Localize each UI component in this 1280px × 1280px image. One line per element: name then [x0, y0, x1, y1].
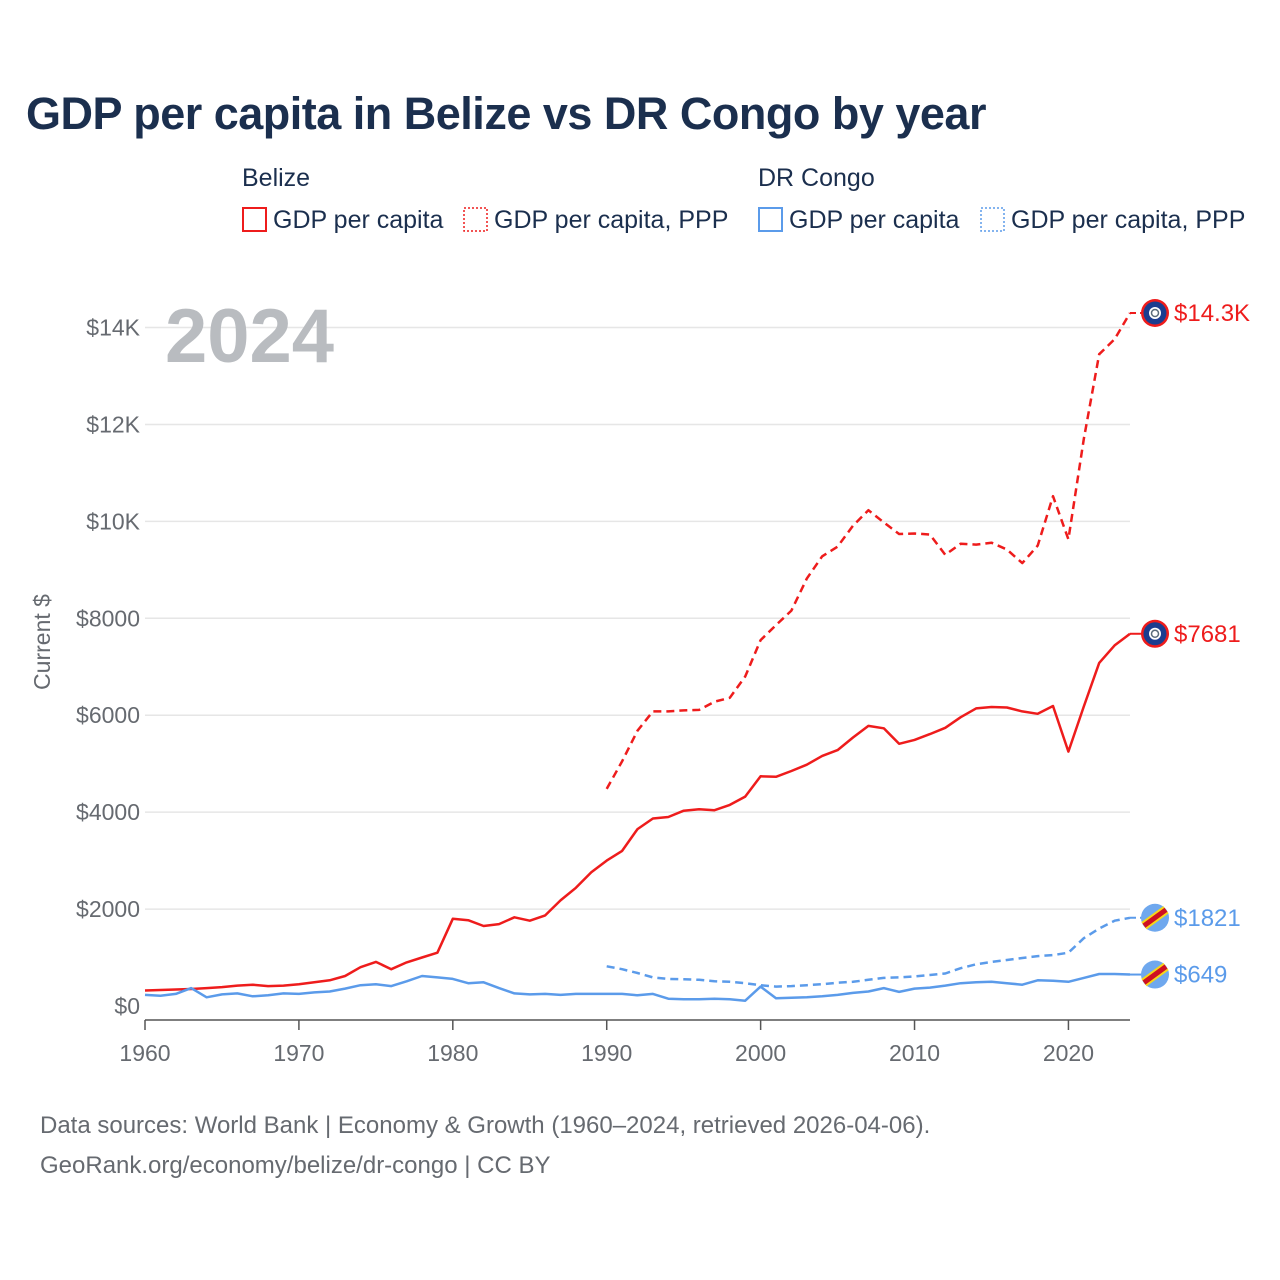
y-tick-label: $2000 [76, 896, 140, 922]
belize-flag-icon [1141, 619, 1169, 648]
gridlines [145, 326, 1130, 910]
x-tick-label: 1980 [427, 1040, 478, 1066]
flag-stripe-red [1142, 907, 1168, 928]
y-tick-label: $14K [86, 315, 140, 341]
flag-emblem-ring [1150, 629, 1160, 639]
source-note: Data sources: World Bank | Economy & Gro… [40, 1106, 930, 1186]
legend-group-belize: Belize [242, 164, 310, 192]
legend-swatch-solid [758, 207, 783, 232]
source-line-1: Data sources: World Bank | Economy & Gro… [40, 1112, 931, 1139]
end-value-label: $14.3K [1174, 300, 1250, 327]
end-value-label: $1821 [1174, 905, 1241, 932]
source-line-2[interactable]: GeoRank.org/economy/belize/dr-congo | CC… [40, 1152, 551, 1179]
drcongo-flag-icon [1141, 960, 1169, 989]
legend-item-drcongo-gdp[interactable]: GDP per capita [758, 206, 960, 234]
y-axis-ticks: $0 $2000 $4000 $6000 $8000 $10K $12K $14K [76, 315, 141, 1019]
y-tick-label: $0 [114, 993, 140, 1019]
series-line-0 [144, 632, 1131, 992]
x-tick-label: 2000 [735, 1040, 786, 1066]
end-labels: $7681 $14.3K $649 $1821 [1130, 299, 1250, 989]
y-tick-label: $10K [86, 508, 140, 534]
legend-item-belize-gdp[interactable]: GDP per capita [242, 206, 444, 234]
legend-swatch-solid [242, 207, 267, 232]
legend-label: GDP per capita, PPP [494, 206, 728, 234]
legend-swatch-dotted [463, 207, 488, 232]
legend: Belize DR Congo GDP per capita GDP per c… [242, 164, 1245, 234]
end-value-label: $649 [1174, 962, 1227, 989]
belize-flag-icon [1141, 299, 1169, 327]
flag-stripe-red [1142, 964, 1168, 985]
legend-label: GDP per capita, PPP [1011, 206, 1245, 234]
legend-item-drcongo-ppp[interactable]: GDP per capita, PPP [980, 206, 1245, 234]
x-tick-label: 1960 [119, 1040, 170, 1066]
series-line-1 [605, 312, 1132, 790]
x-tick-label: 2010 [889, 1040, 940, 1066]
year-watermark: 2024 [165, 294, 334, 379]
x-tick-label: 2020 [1043, 1040, 1094, 1066]
x-tick-label: 1970 [273, 1040, 324, 1066]
y-tick-label: $12K [86, 411, 140, 437]
y-tick-label: $6000 [76, 702, 140, 728]
legend-swatch-dotted [980, 207, 1005, 232]
chart-title: GDP per capita in Belize vs DR Congo by … [26, 88, 986, 139]
legend-label: GDP per capita [273, 206, 444, 234]
series-lines [144, 312, 1132, 1002]
x-tick-label: 1990 [581, 1040, 632, 1066]
y-tick-label: $4000 [76, 799, 140, 825]
y-axis-title: Current $ [29, 594, 55, 690]
legend-item-belize-ppp[interactable]: GDP per capita, PPP [463, 206, 728, 234]
legend-label: GDP per capita [789, 206, 960, 234]
legend-group-drcongo: DR Congo [758, 164, 875, 192]
x-axis-ticks: 1960 1970 1980 1990 2000 2010 2020 [119, 1019, 1130, 1066]
series-line-3 [606, 916, 1131, 988]
flag-emblem-ring [1150, 308, 1160, 318]
y-tick-label: $8000 [76, 605, 140, 631]
drcongo-flag-icon [1141, 903, 1169, 932]
end-value-label: $7681 [1174, 621, 1241, 648]
series-line-2 [144, 972, 1131, 1002]
